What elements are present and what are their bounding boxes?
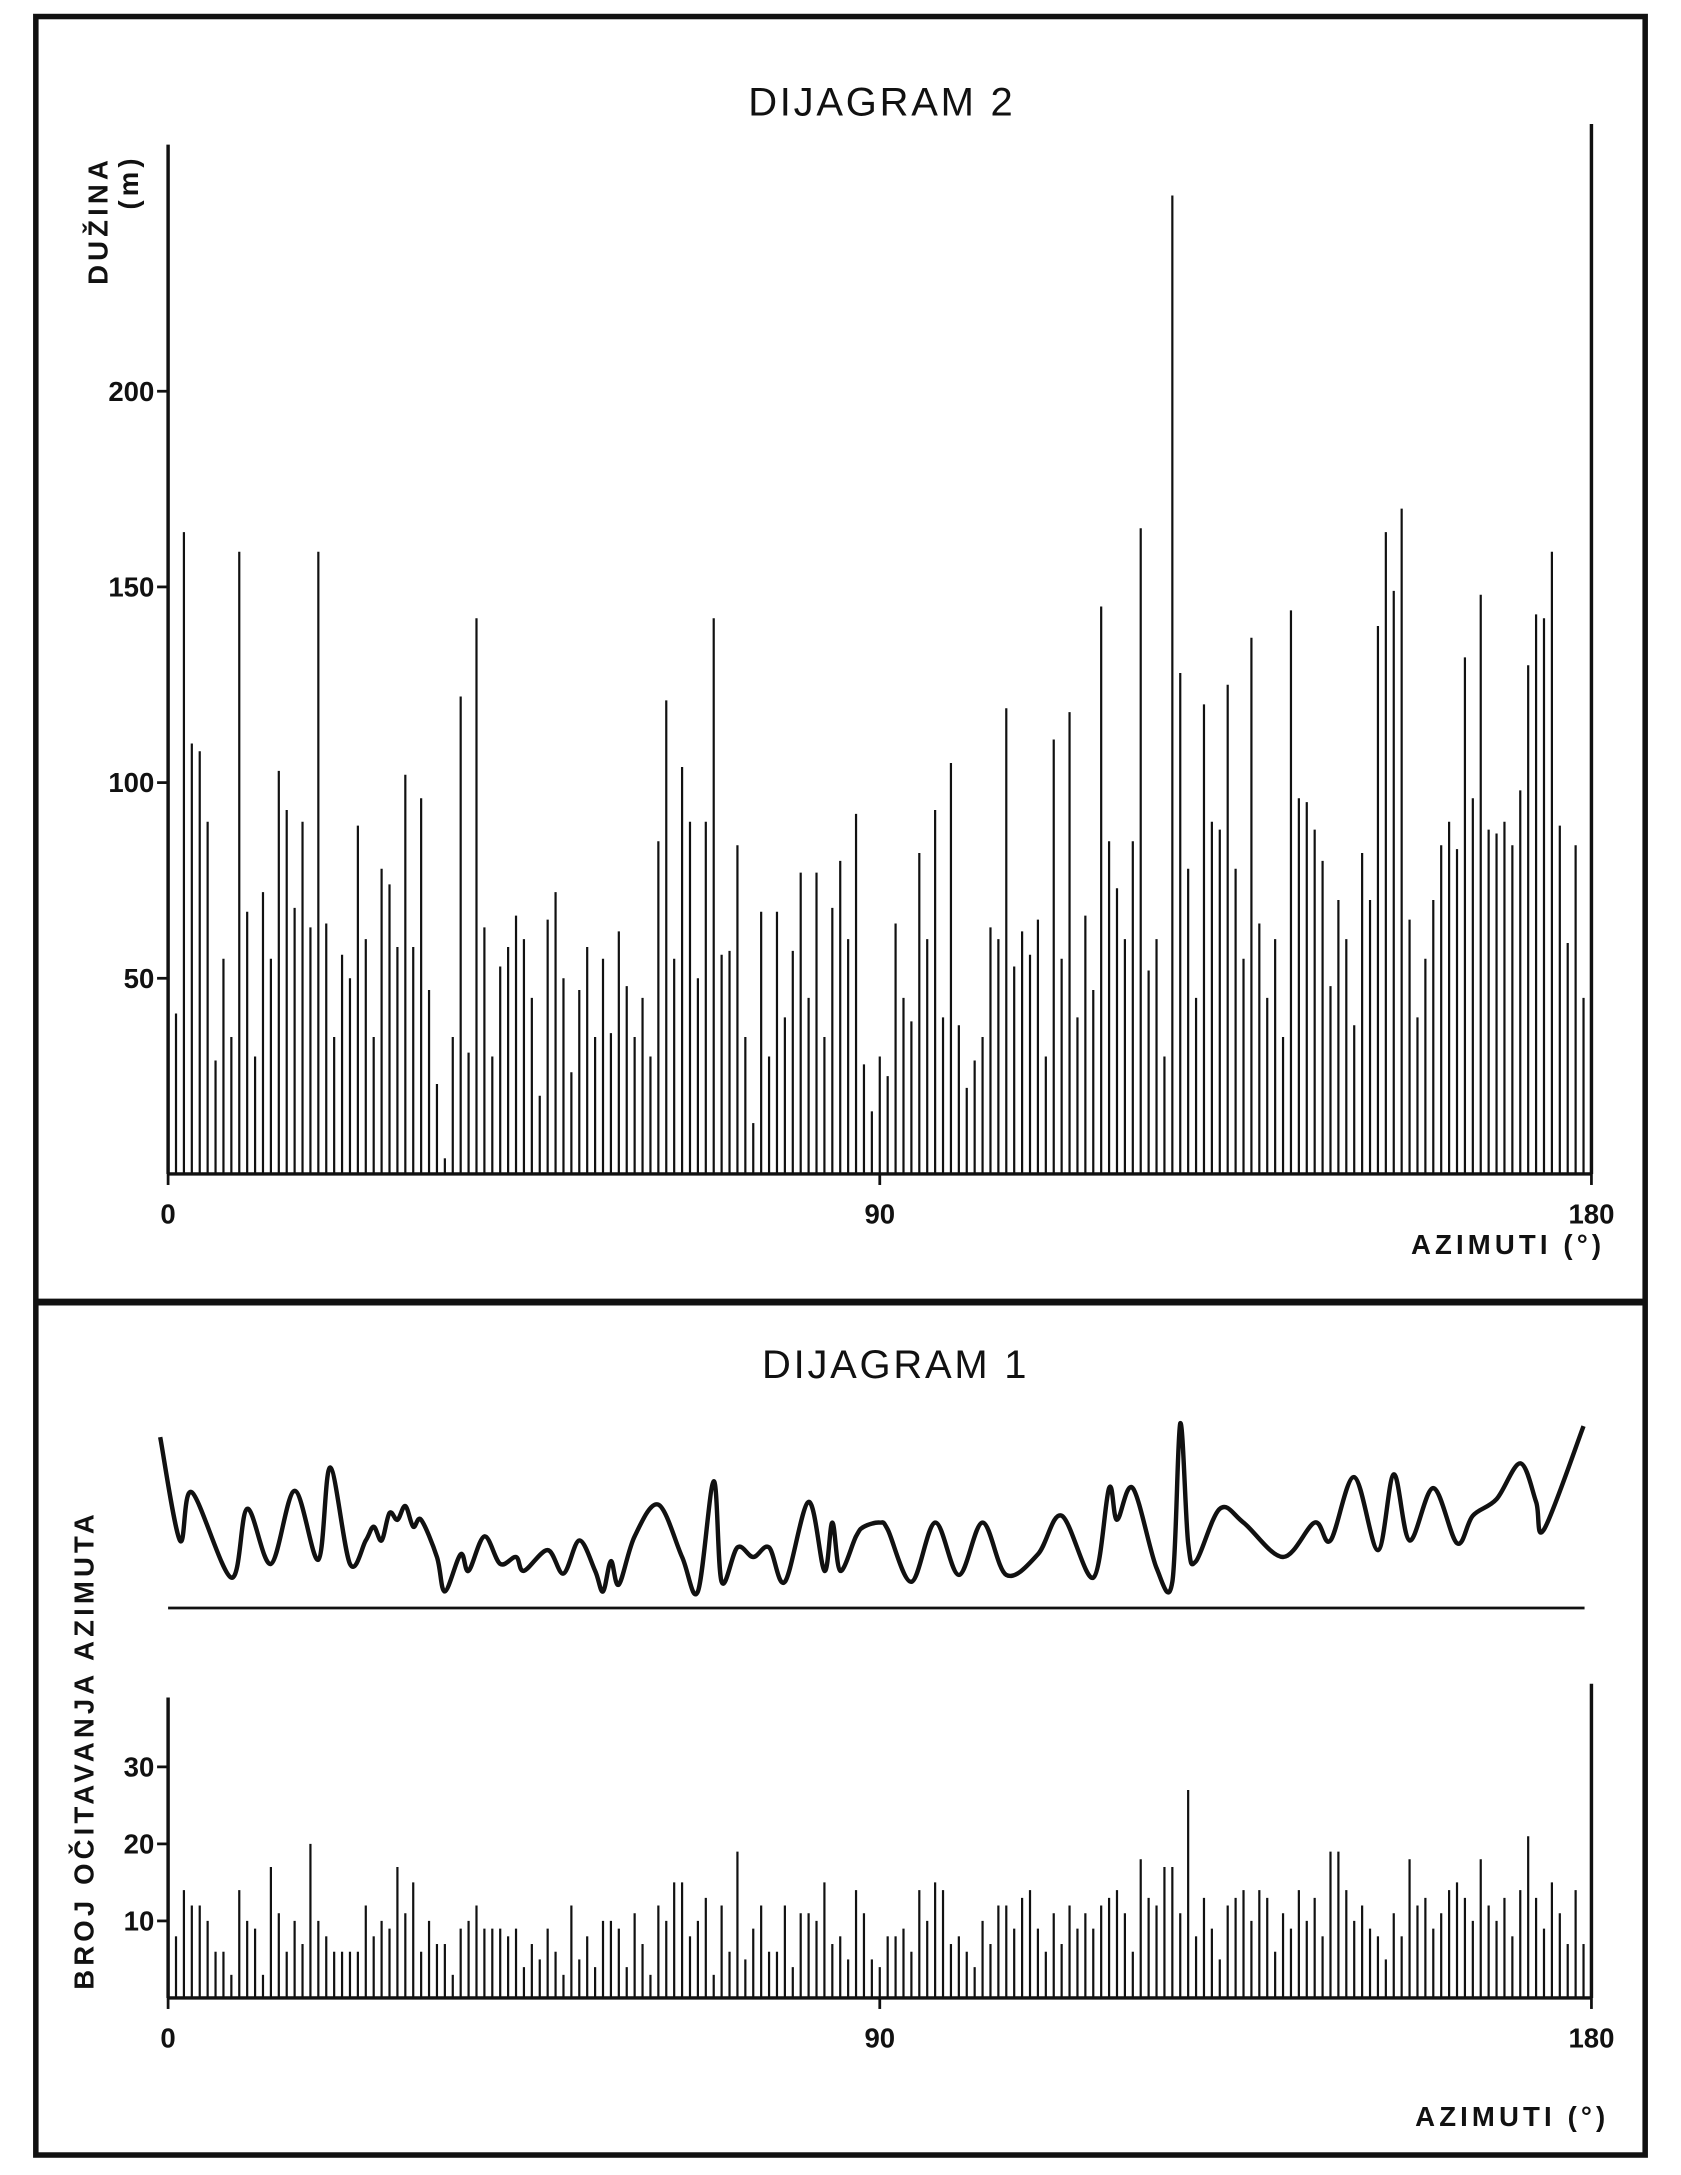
x-axis-label: AZIMUTI (°) [1415, 2101, 1609, 2132]
y-tick-label: 100 [108, 767, 154, 798]
y-axis-label: BROJ OČITAVANJA AZIMUTA [69, 1510, 100, 1990]
x-tick-label: 0 [160, 1199, 175, 1230]
y-tick-label: 150 [108, 572, 154, 603]
y-axis-label: DUŽINA [82, 156, 113, 285]
y-tick-label: 50 [124, 963, 155, 994]
chart-title: DIJAGRAM 2 [748, 81, 1015, 125]
outer-frame [33, 13, 1648, 2158]
y-tick-label: 200 [108, 376, 154, 407]
x-axis-label: AZIMUTI (°) [1411, 1229, 1605, 1260]
x-tick-label: 180 [1568, 2023, 1614, 2054]
curve [158, 1421, 1586, 1597]
y-axis-unit: (m) [113, 154, 144, 209]
chart-title: DIJAGRAM 1 [762, 1343, 1029, 1387]
y-tick-label: 20 [124, 1829, 155, 1860]
x-tick-label: 90 [864, 2023, 895, 2054]
x-tick-label: 0 [160, 2023, 175, 2054]
x-tick-label: 90 [864, 1199, 895, 1230]
x-tick-label: 180 [1568, 1199, 1614, 1230]
y-tick-label: 30 [124, 1752, 155, 1783]
y-tick-label: 10 [124, 1906, 155, 1937]
